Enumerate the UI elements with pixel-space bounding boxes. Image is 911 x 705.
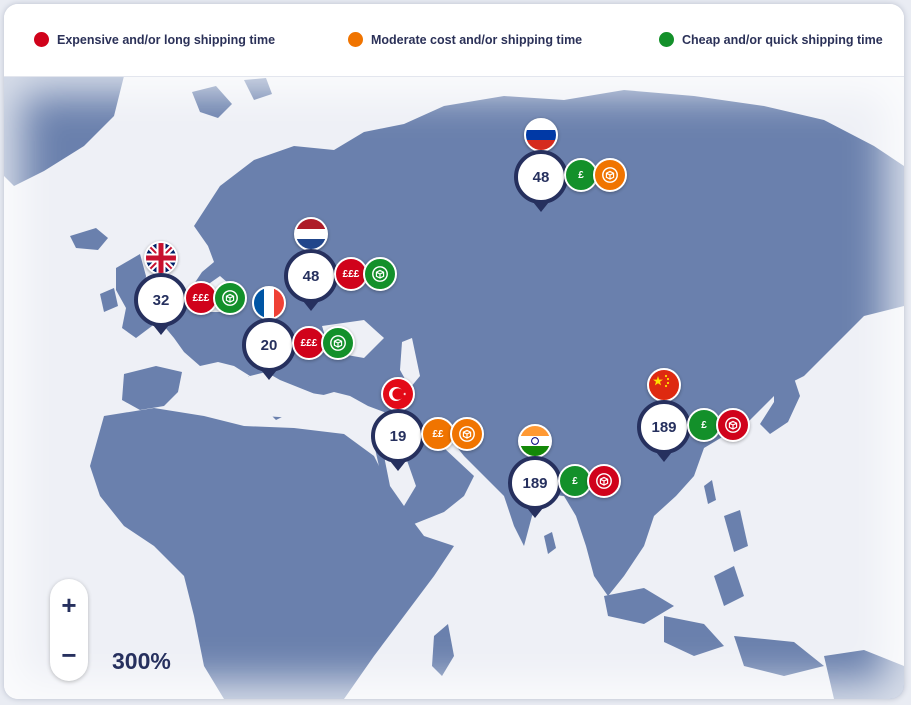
shop-count: 48 (514, 150, 568, 212)
cost-badge: £ (687, 408, 721, 442)
zoom-control: + − (50, 579, 88, 681)
shipping-box-icon (593, 158, 627, 192)
shipping-box-icon (321, 326, 355, 360)
shipping-box-icon (450, 417, 484, 451)
china-flag-icon (647, 368, 681, 402)
green-dot-icon (659, 32, 674, 47)
shop-count: 189 (637, 400, 691, 462)
turkey-flag-icon (381, 377, 415, 411)
france-flag-icon (252, 286, 286, 320)
marker-china[interactable]: 189 £ (637, 368, 750, 462)
shop-count: 19 (371, 409, 425, 471)
legend-item-cheap: Cheap and/or quick shipping time (659, 32, 883, 47)
marker-russia[interactable]: 48 £ (514, 118, 627, 212)
cost-badge: ££ (421, 417, 455, 451)
marker-france[interactable]: 20 £££ (242, 286, 355, 380)
cost-badge: £ (558, 464, 592, 498)
land-masses (4, 76, 904, 699)
legend-label: Cheap and/or quick shipping time (682, 32, 883, 47)
uk-flag-icon (144, 241, 178, 275)
india-flag-icon (518, 424, 552, 458)
legend: Expensive and/or long shipping time Mode… (4, 4, 904, 77)
shop-count: 48 (284, 249, 338, 311)
marker-turkey[interactable]: 19 ££ (371, 377, 484, 471)
russia-flag-icon (524, 118, 558, 152)
zoom-in-button[interactable]: + (61, 589, 77, 620)
shop-count: 32 (134, 273, 188, 335)
marker-netherlands[interactable]: 48 £££ (284, 217, 397, 311)
cost-badge: £ (564, 158, 598, 192)
shipping-box-icon (213, 281, 247, 315)
marker-uk[interactable]: 32 £££ (134, 241, 247, 335)
map-widget: Expensive and/or long shipping time Mode… (4, 4, 904, 699)
orange-dot-icon (348, 32, 363, 47)
marker-india[interactable]: 189 £ (508, 424, 621, 518)
shipping-box-icon (363, 257, 397, 291)
netherlands-flag-icon (294, 217, 328, 251)
shop-count: 189 (508, 456, 562, 518)
zoom-level: 300% (112, 648, 171, 674)
legend-item-expensive: Expensive and/or long shipping time (34, 32, 275, 47)
legend-label: Expensive and/or long shipping time (57, 32, 276, 47)
shop-count: 20 (242, 318, 296, 380)
cost-badge: £££ (334, 257, 368, 291)
world-map[interactable]: 32 £££ 20 £££ 48 £££ (4, 76, 904, 699)
shipping-box-icon (716, 408, 750, 442)
red-dot-icon (34, 32, 49, 47)
zoom-out-button[interactable]: − (61, 639, 77, 670)
legend-item-moderate: Moderate cost and/or shipping time (348, 32, 582, 47)
shipping-box-icon (587, 464, 621, 498)
legend-label: Moderate cost and/or shipping time (371, 32, 583, 47)
